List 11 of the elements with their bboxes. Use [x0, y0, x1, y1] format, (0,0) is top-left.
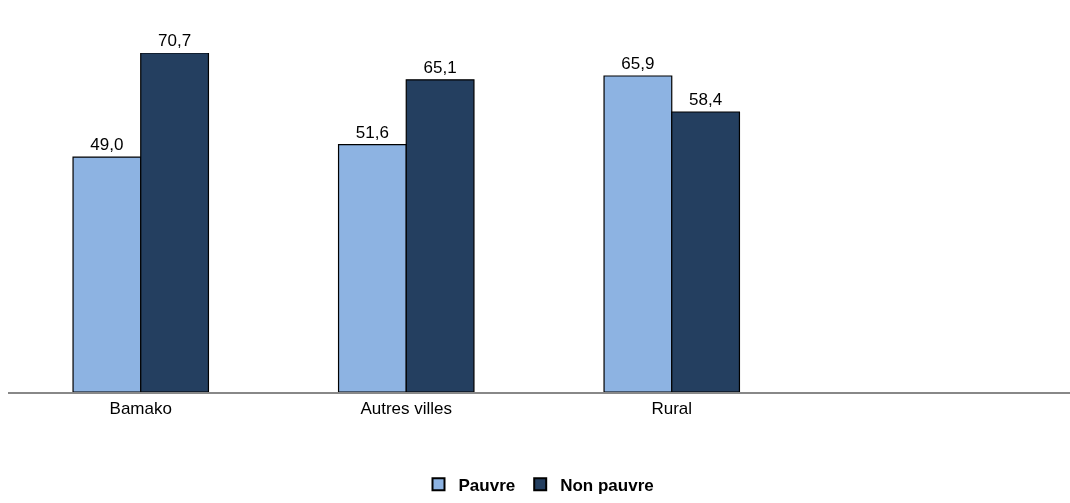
- data-label: 58,4: [689, 89, 723, 109]
- x-tick-label: Rural: [651, 399, 693, 419]
- legend-label: Pauvre: [458, 475, 516, 495]
- x-tick-label: Autres villes: [360, 399, 453, 419]
- data-label: 70,7: [158, 31, 192, 50]
- legend-label: Non pauvre: [560, 475, 654, 495]
- x-tick-label: Bamako: [109, 399, 172, 419]
- data-label: 49,0: [90, 135, 124, 155]
- data-label: 65,9: [621, 54, 655, 74]
- data-label: 51,6: [355, 122, 389, 142]
- data-label: 65,1: [423, 57, 457, 77]
